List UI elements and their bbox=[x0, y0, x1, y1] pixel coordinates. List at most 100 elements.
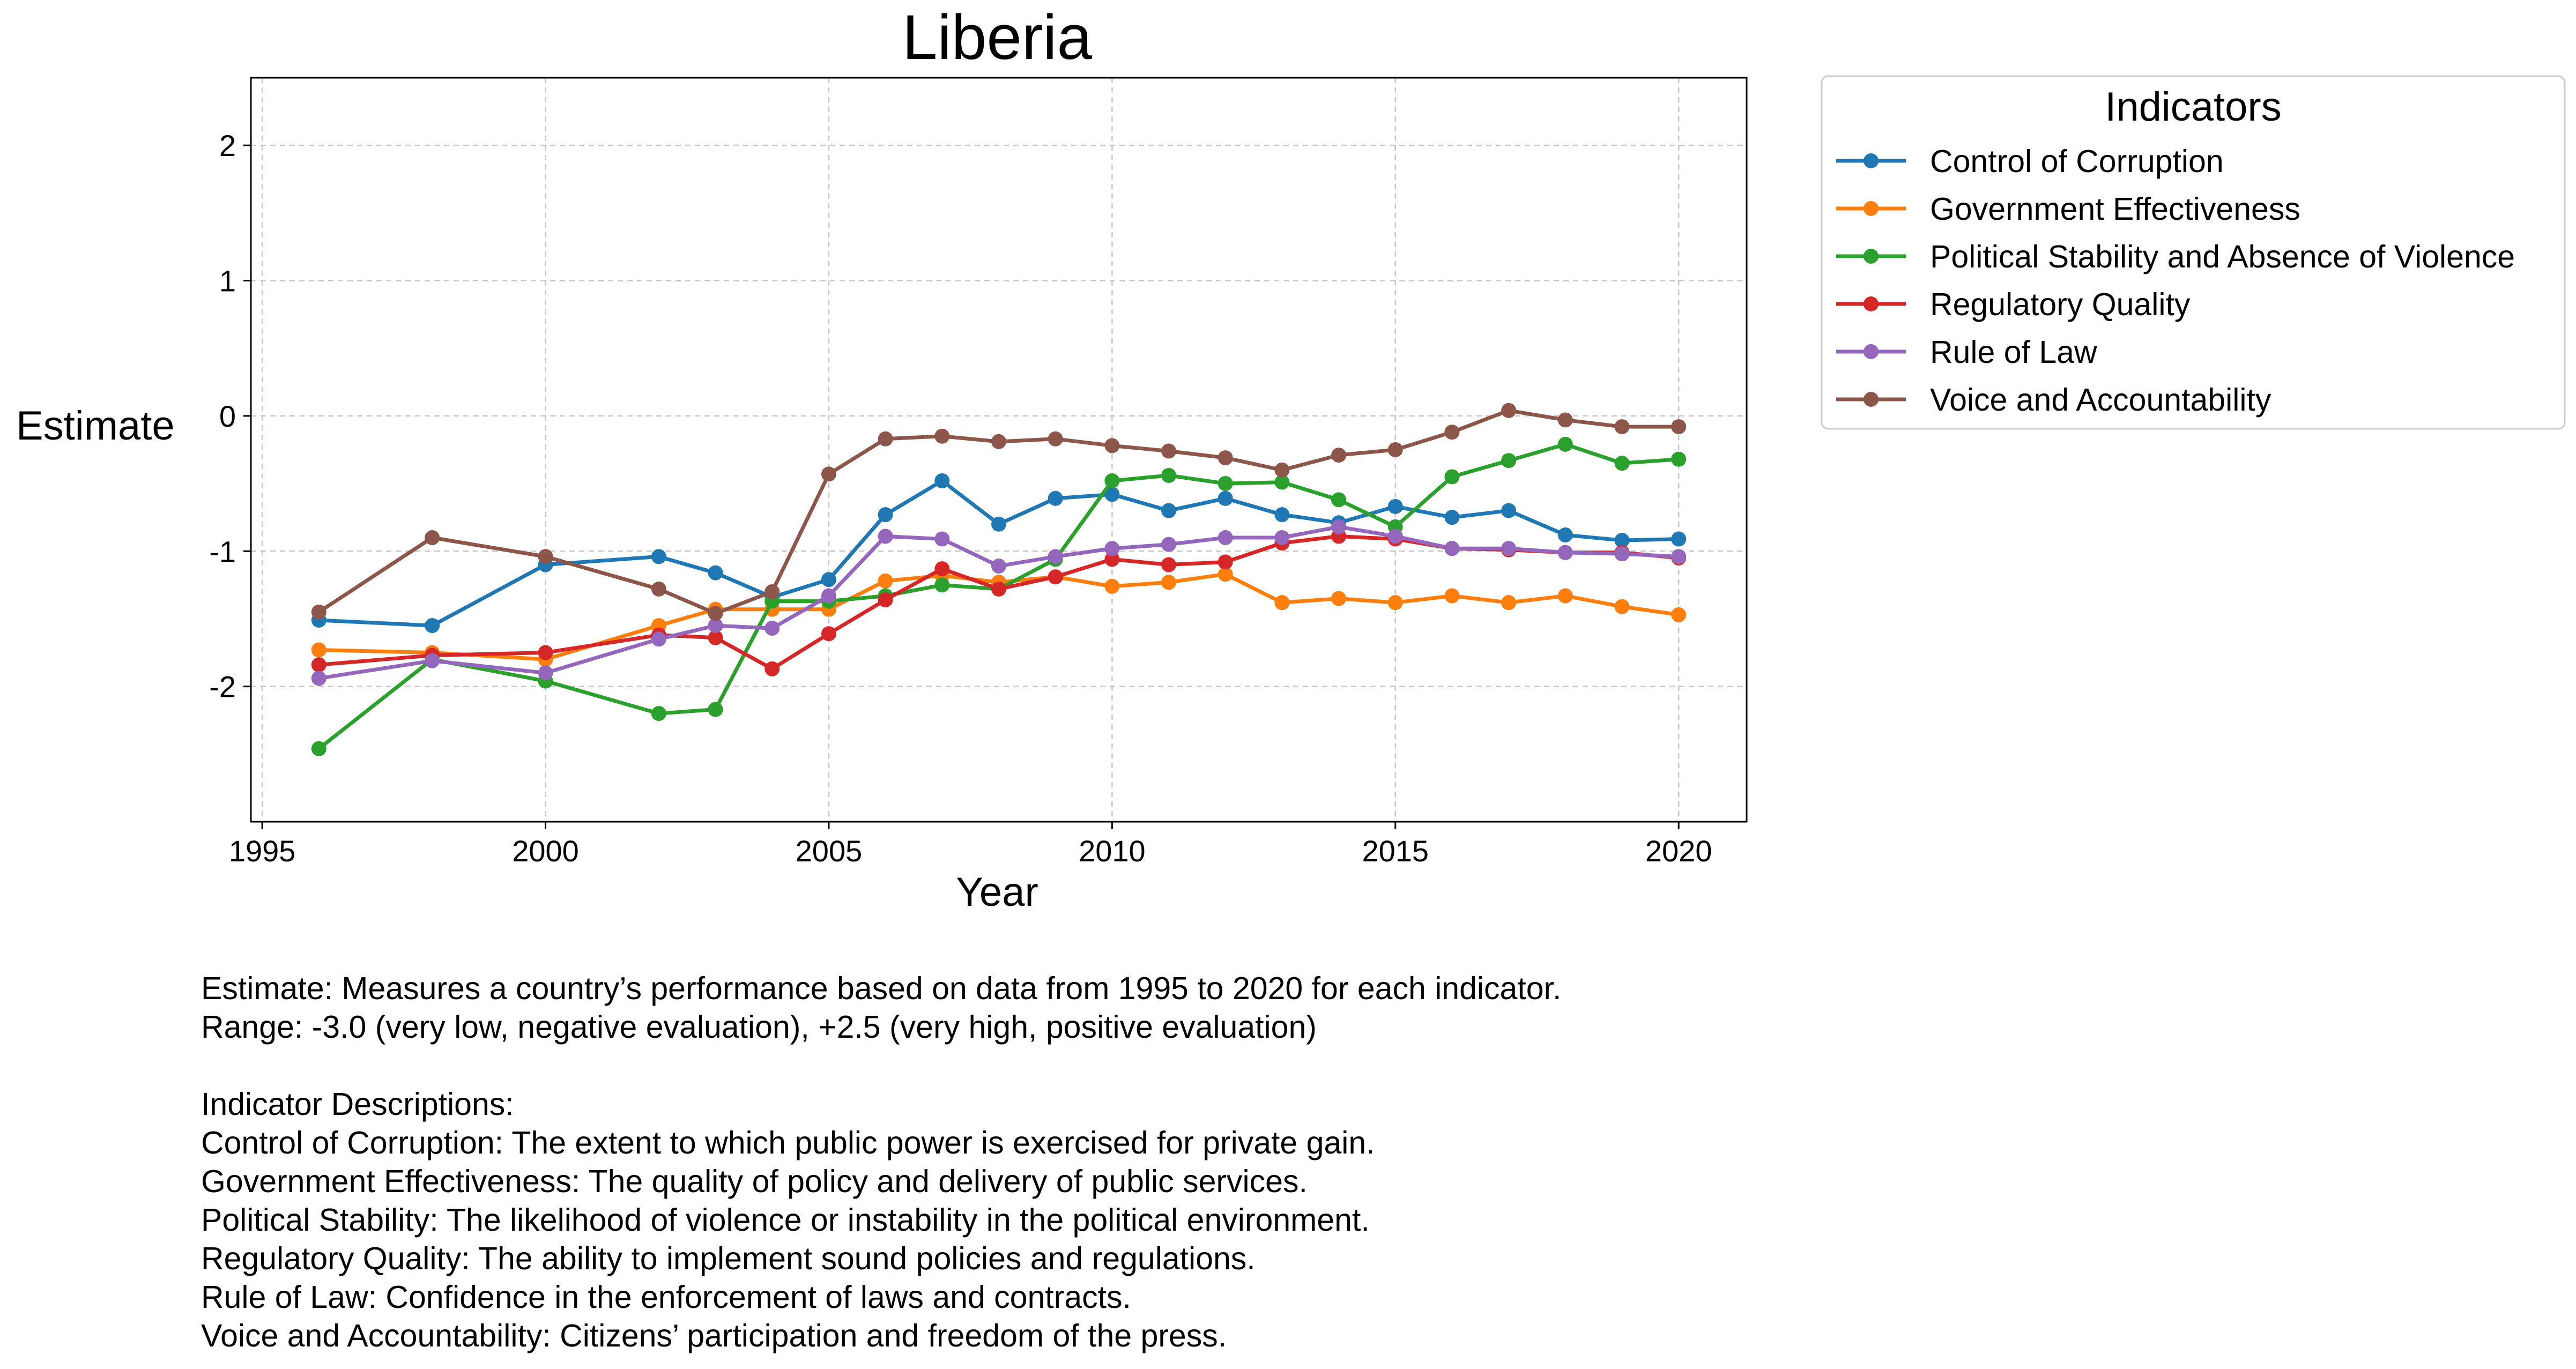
point-government-effectiveness-2016 bbox=[1444, 588, 1460, 604]
y-tick-label-2: 2 bbox=[219, 129, 236, 162]
series-line-political-stability-and-absence-of-violence bbox=[317, 442, 1681, 751]
descriptions-heading: Indicator Descriptions: bbox=[201, 1087, 514, 1122]
series-government-effectiveness bbox=[311, 567, 1687, 667]
point-government-effectiveness-2013 bbox=[1274, 595, 1290, 611]
point-voice-and-accountability-1998 bbox=[425, 530, 440, 546]
chart-notes: Estimate: Measures a country’s performan… bbox=[201, 969, 1561, 1355]
point-control-of-corruption-2008 bbox=[991, 516, 1006, 532]
point-political-stability-and-absence-of-violence-2014 bbox=[1331, 492, 1347, 508]
x-tick-label-2000: 2000 bbox=[512, 834, 579, 868]
ticks-layer: 1995 2000 2005 2010 2015 2020 -2 -1 0 1 2 bbox=[209, 129, 1712, 868]
legend-items: Control of Corruption Government Effectiv… bbox=[1836, 144, 2515, 418]
legend-box bbox=[1821, 75, 2566, 430]
point-political-stability-and-absence-of-violence-2018 bbox=[1557, 436, 1573, 452]
series-line-voice-and-accountability bbox=[317, 408, 1681, 615]
point-voice-and-accountability-2013 bbox=[1274, 462, 1290, 478]
legend-label-regulatory-quality: Regulatory Quality bbox=[1930, 287, 2191, 322]
legend-label-rule-of-law: Rule of Law bbox=[1930, 334, 2097, 370]
point-regulatory-quality-2005 bbox=[821, 626, 836, 642]
point-political-stability-and-absence-of-violence-2020 bbox=[1671, 451, 1687, 467]
x-tick-label-2010: 2010 bbox=[1079, 834, 1146, 868]
point-control-of-corruption-2020 bbox=[1671, 531, 1687, 547]
legend-marker-political-stability-and-absence-of-violence bbox=[1864, 249, 1879, 264]
chart-title: Liberia bbox=[902, 2, 1093, 73]
description-government-effectiveness: Government Effectiveness: The quality of… bbox=[201, 1164, 1308, 1199]
point-rule-of-law-2002 bbox=[651, 631, 666, 647]
point-rule-of-law-2012 bbox=[1218, 530, 1233, 546]
point-rule-of-law-2000 bbox=[538, 665, 553, 681]
point-political-stability-and-absence-of-violence-2017 bbox=[1501, 453, 1517, 468]
point-rule-of-law-1996 bbox=[311, 671, 326, 686]
point-government-effectiveness-2019 bbox=[1614, 599, 1630, 614]
point-control-of-corruption-2011 bbox=[1161, 503, 1177, 518]
point-rule-of-law-2009 bbox=[1048, 549, 1063, 564]
legend-marker-regulatory-quality bbox=[1864, 296, 1879, 311]
point-regulatory-quality-1996 bbox=[311, 657, 326, 673]
point-voice-and-accountability-2004 bbox=[764, 584, 780, 599]
point-rule-of-law-2010 bbox=[1104, 541, 1120, 556]
point-voice-and-accountability-2012 bbox=[1218, 450, 1233, 466]
point-political-stability-and-absence-of-violence-2012 bbox=[1218, 476, 1233, 492]
legend-item-voice-and-accountability: Voice and Accountability bbox=[1836, 382, 2271, 418]
legend-label-political-stability-and-absence-of-violence: Political Stability and Absence of Viole… bbox=[1930, 239, 2515, 274]
point-political-stability-and-absence-of-violence-2002 bbox=[651, 706, 666, 721]
point-political-stability-and-absence-of-violence-1996 bbox=[311, 741, 326, 756]
y-tick-label-1: 1 bbox=[219, 264, 236, 298]
point-regulatory-quality-2003 bbox=[708, 630, 723, 645]
y-tick-label-1: -1 bbox=[209, 534, 236, 568]
point-political-stability-and-absence-of-violence-2010 bbox=[1104, 473, 1120, 489]
point-voice-and-accountability-2011 bbox=[1161, 443, 1177, 459]
point-control-of-corruption-2015 bbox=[1387, 499, 1403, 514]
point-voice-and-accountability-2018 bbox=[1557, 412, 1573, 428]
point-control-of-corruption-2019 bbox=[1614, 533, 1630, 548]
point-control-of-corruption-2010 bbox=[1104, 487, 1120, 502]
x-tick-label-2005: 2005 bbox=[796, 834, 863, 868]
point-government-effectiveness-2006 bbox=[878, 573, 893, 589]
series-line-regulatory-quality bbox=[317, 534, 1681, 671]
point-rule-of-law-2015 bbox=[1387, 529, 1403, 544]
point-regulatory-quality-2008 bbox=[991, 581, 1006, 597]
estimate-note: Estimate: Measures a country’s performan… bbox=[201, 971, 1562, 1006]
point-rule-of-law-2019 bbox=[1614, 546, 1630, 562]
legend-title: Indicators bbox=[2105, 84, 2282, 130]
point-voice-and-accountability-2010 bbox=[1104, 438, 1120, 453]
description-regulatory-quality: Regulatory Quality: The ability to imple… bbox=[201, 1241, 1256, 1276]
point-rule-of-law-2011 bbox=[1161, 537, 1177, 552]
x-axis-label: Year bbox=[956, 869, 1038, 915]
point-regulatory-quality-2004 bbox=[764, 661, 780, 676]
series-layer bbox=[311, 403, 1687, 756]
series-line-control-of-corruption bbox=[317, 479, 1681, 628]
x-tick-label-2015: 2015 bbox=[1362, 834, 1429, 868]
point-voice-and-accountability-2019 bbox=[1614, 419, 1630, 435]
legend-marker-government-effectiveness bbox=[1864, 201, 1879, 216]
series-voice-and-accountability bbox=[311, 403, 1687, 621]
legend-item-control-of-corruption: Control of Corruption bbox=[1836, 144, 2224, 179]
point-voice-and-accountability-2005 bbox=[821, 466, 836, 482]
legend-item-political-stability-and-absence-of-violence: Political Stability and Absence of Viole… bbox=[1836, 239, 2515, 274]
point-voice-and-accountability-2017 bbox=[1501, 403, 1517, 418]
point-voice-and-accountability-2006 bbox=[878, 431, 893, 447]
legend-marker-voice-and-accountability bbox=[1864, 392, 1879, 407]
point-regulatory-quality-2011 bbox=[1161, 557, 1177, 572]
point-rule-of-law-2003 bbox=[708, 618, 723, 634]
point-political-stability-and-absence-of-violence-2003 bbox=[708, 702, 723, 717]
point-control-of-corruption-2017 bbox=[1501, 503, 1517, 518]
y-tick-label-2: -2 bbox=[209, 670, 236, 704]
point-political-stability-and-absence-of-violence-2019 bbox=[1614, 456, 1630, 471]
point-rule-of-law-2005 bbox=[821, 588, 836, 604]
point-voice-and-accountability-2009 bbox=[1048, 431, 1063, 447]
point-government-effectiveness-2020 bbox=[1671, 607, 1687, 622]
point-voice-and-accountability-2015 bbox=[1387, 442, 1403, 457]
range-note: Range: -3.0 (very low, negative evaluati… bbox=[201, 1009, 1317, 1045]
point-rule-of-law-2008 bbox=[991, 559, 1006, 574]
legend-item-rule-of-law: Rule of Law bbox=[1836, 334, 2097, 370]
point-political-stability-and-absence-of-violence-2013 bbox=[1274, 474, 1290, 490]
description-voice-and-accountability: Voice and Accountability: Citizens’ part… bbox=[201, 1318, 1227, 1353]
legend-item-regulatory-quality: Regulatory Quality bbox=[1836, 287, 2191, 322]
point-voice-and-accountability-2002 bbox=[651, 581, 666, 597]
point-government-effectiveness-2015 bbox=[1387, 595, 1403, 611]
description-control-of-corruption: Control of Corruption: The extent to whi… bbox=[201, 1125, 1375, 1160]
point-political-stability-and-absence-of-violence-2007 bbox=[934, 577, 950, 593]
series-line-rule-of-law bbox=[317, 525, 1681, 680]
